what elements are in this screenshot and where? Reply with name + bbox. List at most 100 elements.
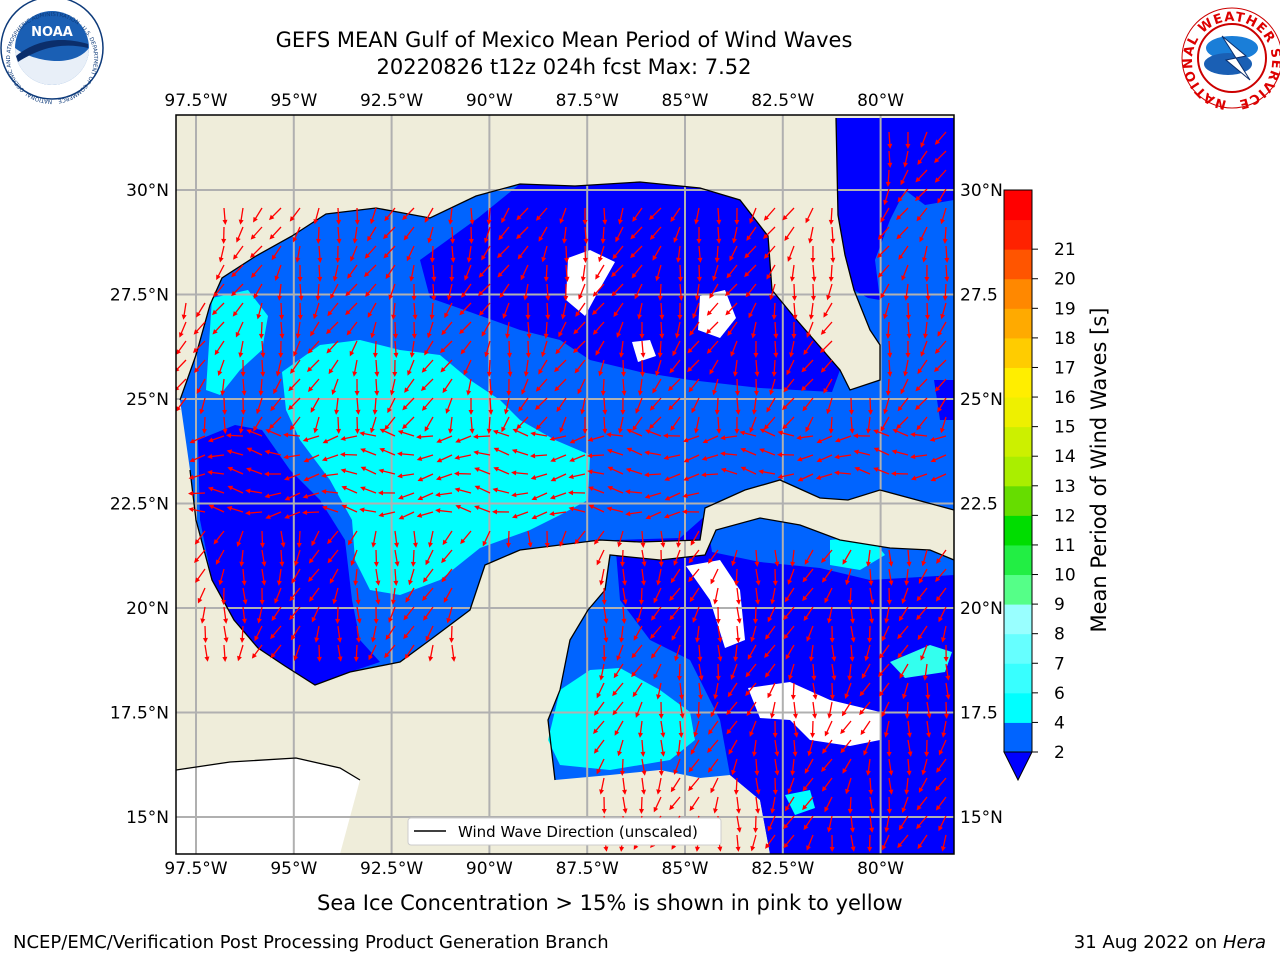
wave-arrow (239, 625, 245, 643)
wave-arrow (849, 644, 855, 662)
wave-arrow (934, 131, 947, 145)
wave-arrow (378, 511, 396, 518)
wave-arrow (317, 245, 323, 263)
wave-arrow (859, 682, 871, 697)
wave-arrow (915, 169, 928, 183)
wave-arrow (460, 530, 472, 545)
wave-arrow (349, 340, 358, 357)
wave-arrow (196, 302, 206, 318)
wave-arrow (431, 264, 437, 282)
wave-arrow (697, 245, 703, 263)
wave-arrow (543, 321, 549, 339)
wave-arrow (284, 473, 301, 481)
wave-arrow (754, 359, 760, 377)
map-subtitle: 20220826 t12z 024h fcst Max: 7.52 (376, 55, 752, 79)
wave-arrow (197, 587, 206, 604)
wave-arrow (530, 453, 548, 459)
wave-arrow (891, 471, 909, 477)
wave-arrow (616, 644, 624, 661)
wave-arrow (347, 264, 358, 279)
wave-arrow (880, 207, 890, 223)
wave-arrow (916, 606, 928, 621)
wave-arrow (910, 454, 928, 460)
wave-arrow (222, 644, 228, 662)
colorbar-tick-label: 7 (1054, 654, 1065, 674)
wave-arrow (315, 226, 321, 244)
wave-arrow (898, 606, 909, 622)
wave-arrow (881, 834, 890, 851)
wave-arrow (255, 397, 263, 415)
wave-arrow (427, 321, 434, 339)
wave-arrow (404, 378, 415, 393)
wave-arrow (866, 416, 871, 434)
wave-arrow (222, 207, 228, 225)
wave-arrow (613, 302, 624, 318)
wave-arrow (709, 359, 719, 375)
wave-arrow (770, 796, 776, 814)
map-title: GEFS MEAN Gulf of Mexico Mean Period of … (275, 28, 853, 52)
wave-arrow (826, 397, 833, 415)
wave-arrow (763, 245, 776, 259)
wave-arrow (901, 796, 909, 813)
wave-arrow (806, 321, 814, 338)
wave-arrow (940, 834, 947, 852)
wave-arrow (653, 587, 662, 604)
sea-ice-note: Sea Ice Concentration > 15% is shown in … (317, 891, 903, 915)
wave-arrow (367, 302, 377, 318)
lon-label-top: 95°W (270, 91, 317, 111)
wave-arrow (405, 587, 415, 603)
wave-arrow (303, 454, 320, 463)
wave-arrow (594, 701, 605, 716)
wave-arrow (554, 378, 567, 392)
wave-arrow (897, 397, 909, 412)
wave-arrow (397, 430, 415, 437)
wave-arrow (371, 625, 377, 643)
colorbar-tick-label: 11 (1054, 536, 1076, 556)
wave-arrow (806, 834, 814, 851)
wave-arrow (398, 492, 415, 500)
wave-arrow (302, 492, 320, 499)
wave-arrow (916, 796, 928, 811)
wave-arrow (773, 340, 779, 358)
wave-arrow (523, 283, 529, 301)
wave-arrow (619, 625, 625, 643)
wave-arrow (915, 188, 928, 202)
wave-arrow (188, 473, 206, 480)
wave-arrow (790, 758, 796, 776)
wave-arrow (326, 340, 339, 354)
wave-arrow (734, 378, 740, 396)
wave-arrow (806, 625, 814, 642)
wave-arrow (595, 340, 605, 356)
colorbar-tick-label: 14 (1054, 447, 1076, 467)
wave-arrow (877, 264, 890, 278)
wave-arrow (772, 777, 778, 795)
wave-arrow (350, 549, 358, 566)
wave-arrow (656, 777, 662, 795)
wave-arrow (899, 663, 909, 679)
wave-arrow (716, 416, 722, 434)
wave-arrow (606, 432, 624, 438)
wave-arrow (464, 264, 472, 281)
wave-arrow (331, 378, 339, 395)
wave-arrow (735, 397, 741, 415)
colorbar-segment (1004, 367, 1032, 398)
wave-arrow (663, 433, 681, 439)
wave-arrow (713, 796, 719, 814)
wave-arrow (929, 435, 947, 442)
wave-arrow (696, 264, 702, 282)
wave-arrow (423, 606, 434, 621)
wave-arrow (796, 454, 814, 462)
wave-arrow (878, 663, 890, 678)
wave-arrow (181, 302, 187, 320)
wave-arrow (598, 359, 605, 377)
wave-arrow (735, 587, 741, 605)
map-panel: Wind Wave Direction (unscaled) (175, 114, 955, 855)
wave-arrow (246, 429, 263, 437)
wave-arrow (588, 504, 605, 513)
wave-arrow (293, 644, 301, 661)
colorbar-label: Mean Period of Wind Waves [s] (1087, 308, 1111, 633)
wave-arrow (355, 587, 361, 605)
wave-arrow (735, 834, 741, 852)
wave-arrow (290, 359, 301, 374)
wave-arrow (264, 471, 282, 477)
